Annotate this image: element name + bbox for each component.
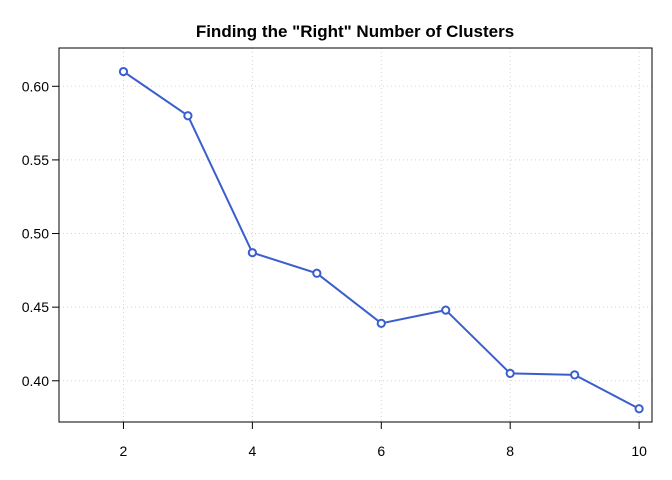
data-point (183, 111, 193, 121)
y-tick-label: 0.60 (22, 78, 49, 94)
series (118, 66, 644, 414)
data-point (312, 268, 322, 278)
plot-frame (58, 47, 653, 423)
y-axis: 0.40 0.45 0.50 0.55 0.60 (22, 78, 59, 389)
x-tick-label: 4 (248, 443, 256, 459)
y-tick-label: 0.45 (22, 299, 49, 315)
y-tick-label: 0.50 (22, 226, 49, 242)
data-point (505, 368, 515, 379)
data-point (634, 404, 644, 414)
chart-title: Finding the "Right" Number of Clusters (196, 22, 514, 41)
grid (59, 48, 652, 422)
data-point (247, 248, 257, 258)
data-point (441, 305, 451, 315)
y-tick-label: 0.55 (22, 152, 49, 168)
data-point (118, 66, 129, 77)
x-tick-label: 8 (506, 443, 514, 459)
x-tick-label: 6 (377, 443, 385, 459)
x-tick-label: 2 (120, 443, 128, 459)
y-tick-label: 0.40 (22, 373, 49, 389)
x-tick-label: 10 (631, 443, 647, 459)
x-axis: 2 4 6 8 10 (120, 422, 647, 459)
data-point (570, 370, 580, 380)
data-point (376, 318, 386, 328)
